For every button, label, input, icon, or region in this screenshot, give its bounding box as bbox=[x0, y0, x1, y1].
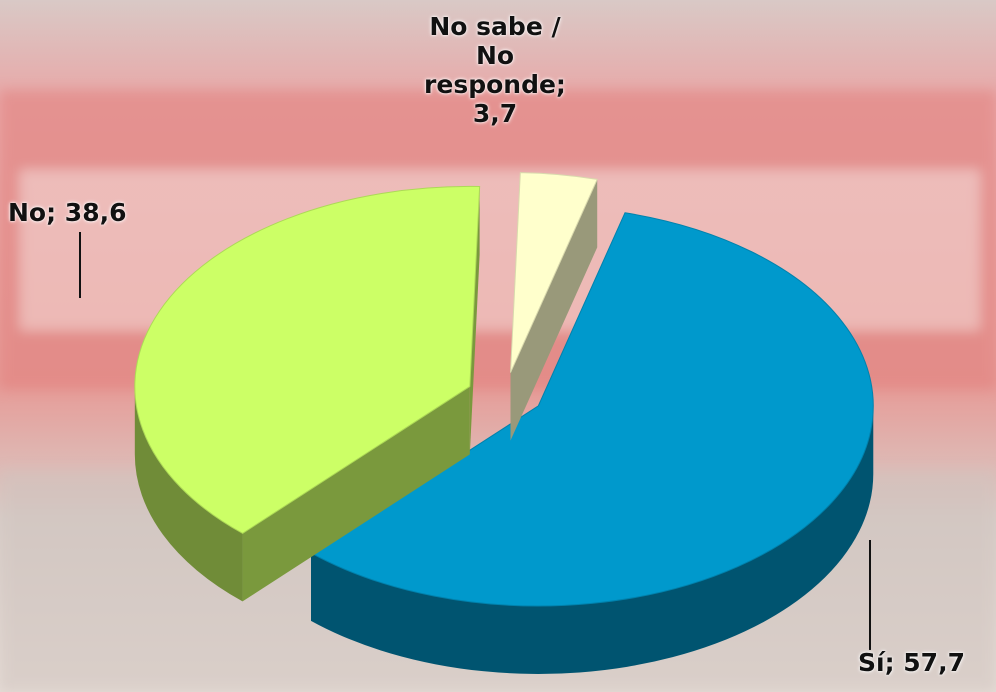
page: No sabe / No responde; 3,7 No; 38,6 Sí; … bbox=[0, 0, 996, 692]
data-label: No; 38,6 bbox=[8, 198, 126, 227]
data-label: No sabe / No responde; 3,7 bbox=[415, 12, 575, 128]
data-label: Sí; 57,7 bbox=[858, 648, 965, 677]
